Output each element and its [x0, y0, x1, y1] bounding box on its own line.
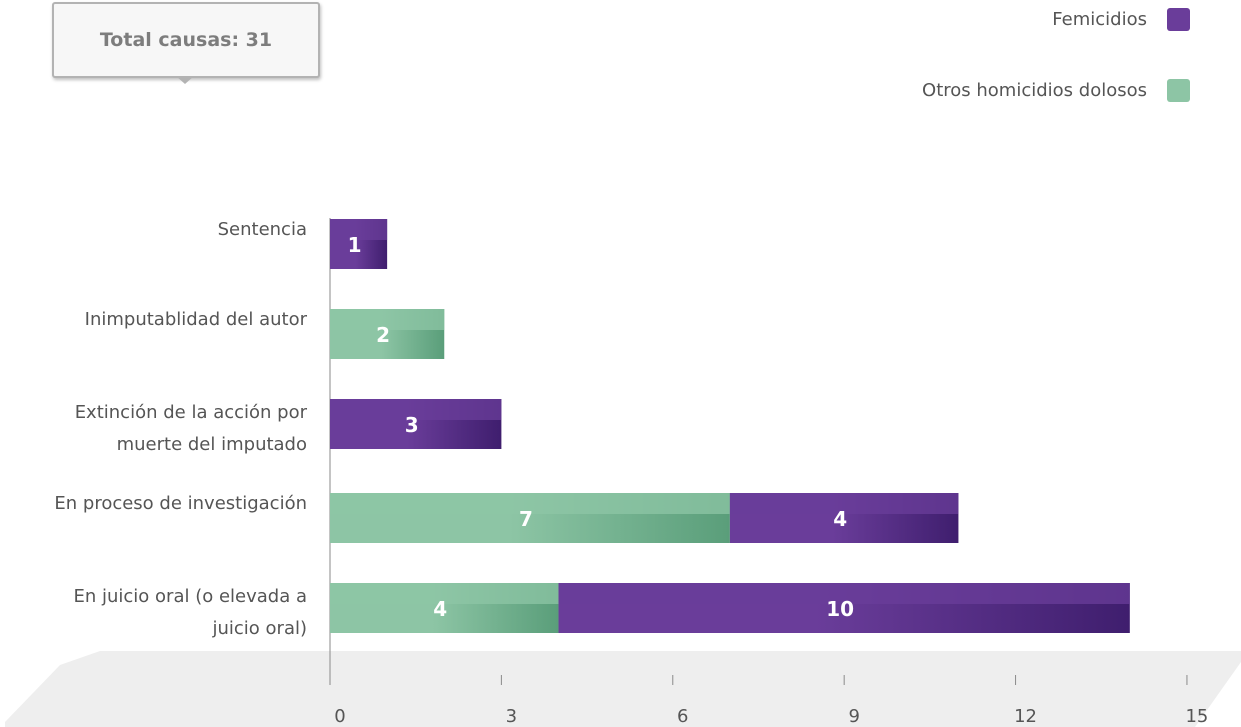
total-causes-box: Total causas: 31	[52, 2, 320, 84]
legend-label-femicidios: Femicidios	[1052, 9, 1147, 30]
legend-item-otros: Otros homicidios dolosos	[922, 79, 1190, 102]
floor-band	[5, 651, 1241, 727]
total-causes-label: Total causas: 31	[99, 29, 273, 51]
category-label: Extinción de la acción por muerte del imp…	[75, 402, 308, 455]
legend-swatch-femicidios	[1167, 8, 1190, 31]
bar-highlight	[330, 309, 445, 330]
bar-value-label: 3	[405, 413, 419, 437]
bar-value-label: 4	[833, 507, 847, 531]
bar-value-label: 1	[348, 233, 362, 257]
bar-highlight	[729, 493, 959, 514]
x-tick-label: 6	[677, 706, 688, 727]
bar-highlight	[330, 583, 559, 604]
category-label: En juicio oral (o elevada a juicio oral)	[73, 586, 307, 639]
bar-highlight	[558, 583, 1130, 604]
legend-swatch-otros	[1167, 79, 1190, 102]
bar-value-label: 2	[376, 323, 390, 347]
x-tick-label: 9	[848, 706, 859, 727]
legend-label-otros: Otros homicidios dolosos	[922, 80, 1147, 101]
category-label: En proceso de investigación	[54, 493, 307, 514]
x-tick-label: 15	[1185, 706, 1208, 727]
bar-value-label: 4	[433, 597, 447, 621]
x-tick-label: 3	[506, 706, 517, 727]
category-label: Sentencia	[218, 219, 307, 240]
bar-value-label: 7	[519, 507, 533, 531]
bar-value-label: 10	[826, 597, 854, 621]
callout-tail	[176, 76, 194, 84]
bar-highlight	[330, 399, 502, 420]
x-tick-label: 0	[334, 706, 345, 727]
x-tick-label: 12	[1014, 706, 1037, 727]
bar-highlight	[330, 493, 730, 514]
bar-highlight	[330, 219, 388, 240]
legend-item-femicidios: Femicidios	[1052, 8, 1190, 31]
category-label: Inimputablidad del autor	[85, 309, 308, 330]
